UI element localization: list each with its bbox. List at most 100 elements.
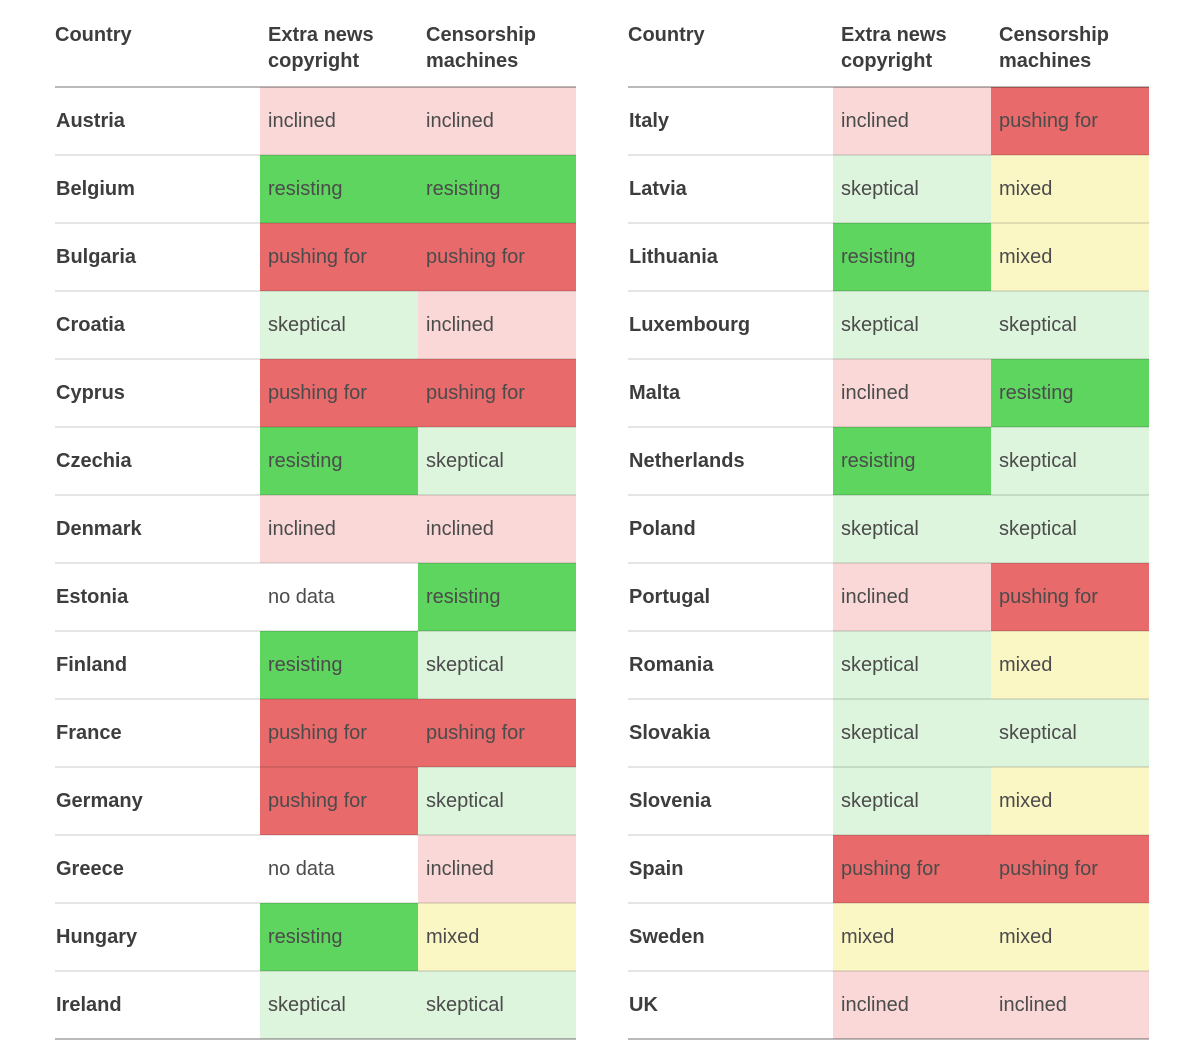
right-table-body: Italy inclined pushing for Latvia skeptical m… <box>628 87 1149 1040</box>
header-row: Country Extra news copyright Censorship … <box>628 22 1149 88</box>
country-cell: Malta <box>628 358 833 427</box>
table-row: Cyprus pushing for pushing for <box>55 358 576 427</box>
right-table-header: Country Extra news copyright Censorship … <box>628 22 1149 88</box>
column-header-country: Country <box>628 22 833 88</box>
right-country-status-table: Country Extra news copyright Censorship … <box>628 22 1149 1040</box>
copyright-status-cell: skeptical <box>260 290 418 359</box>
country-cell: Slovakia <box>628 698 833 767</box>
table-row: Slovakia skeptical skeptical <box>628 698 1149 767</box>
table-row: Germany pushing for skeptical <box>55 766 576 835</box>
copyright-status-cell: pushing for <box>260 222 418 291</box>
table-row: Latvia skeptical mixed <box>628 154 1149 223</box>
copyright-status-cell: resisting <box>260 426 418 495</box>
censorship-status-cell: pushing for <box>991 562 1149 631</box>
table-row: Ireland skeptical skeptical <box>55 970 576 1040</box>
country-cell: Croatia <box>55 290 260 359</box>
copyright-status-cell: pushing for <box>260 358 418 427</box>
country-cell: Netherlands <box>628 426 833 495</box>
country-cell: Lithuania <box>628 222 833 291</box>
table-row: Austria inclined inclined <box>55 87 576 155</box>
copyright-status-cell: skeptical <box>833 290 991 359</box>
copyright-status-cell: resisting <box>833 426 991 495</box>
censorship-status-cell: pushing for <box>418 698 576 767</box>
copyright-status-cell: pushing for <box>260 766 418 835</box>
censorship-status-cell: skeptical <box>991 290 1149 359</box>
country-cell: Belgium <box>55 154 260 223</box>
country-cell: Czechia <box>55 426 260 495</box>
censorship-status-cell: mixed <box>991 630 1149 699</box>
censorship-status-cell: skeptical <box>991 698 1149 767</box>
censorship-status-cell: skeptical <box>991 426 1149 495</box>
left-country-status-table: Country Extra news copyright Censorship … <box>55 22 576 1040</box>
country-cell: France <box>55 698 260 767</box>
censorship-status-cell: resisting <box>418 562 576 631</box>
country-cell: Austria <box>55 87 260 155</box>
country-cell: Hungary <box>55 902 260 971</box>
censorship-status-cell: skeptical <box>418 426 576 495</box>
censorship-status-cell: skeptical <box>418 766 576 835</box>
country-cell: Cyprus <box>55 358 260 427</box>
copyright-status-cell: resisting <box>833 222 991 291</box>
country-cell: Estonia <box>55 562 260 631</box>
country-cell: Ireland <box>55 970 260 1040</box>
copyright-status-cell: resisting <box>260 154 418 223</box>
table-row: Luxembourg skeptical skeptical <box>628 290 1149 359</box>
copyright-status-cell: pushing for <box>833 834 991 903</box>
country-cell: Luxembourg <box>628 290 833 359</box>
table-row: Spain pushing for pushing for <box>628 834 1149 903</box>
copyright-status-cell: resisting <box>260 630 418 699</box>
table-row: Netherlands resisting skeptical <box>628 426 1149 495</box>
copyright-status-cell: inclined <box>833 358 991 427</box>
table-row: Czechia resisting skeptical <box>55 426 576 495</box>
censorship-status-cell: inclined <box>418 494 576 563</box>
table-row: Finland resisting skeptical <box>55 630 576 699</box>
censorship-status-cell: mixed <box>991 222 1149 291</box>
copyright-status-cell: pushing for <box>260 698 418 767</box>
country-cell: Slovenia <box>628 766 833 835</box>
copyright-status-cell: inclined <box>833 970 991 1040</box>
copyright-status-cell: mixed <box>833 902 991 971</box>
country-cell: Germany <box>55 766 260 835</box>
table-row: France pushing for pushing for <box>55 698 576 767</box>
copyright-status-cell: no data <box>260 834 418 903</box>
table-row: Estonia no data resisting <box>55 562 576 631</box>
censorship-status-cell: mixed <box>991 154 1149 223</box>
copyright-status-cell: skeptical <box>833 766 991 835</box>
table-row: Poland skeptical skeptical <box>628 494 1149 563</box>
table-row: Sweden mixed mixed <box>628 902 1149 971</box>
table-row: Lithuania resisting mixed <box>628 222 1149 291</box>
table-row: Bulgaria pushing for pushing for <box>55 222 576 291</box>
copyright-status-cell: inclined <box>833 87 991 155</box>
table-row: Italy inclined pushing for <box>628 87 1149 155</box>
copyright-status-cell: skeptical <box>833 494 991 563</box>
copyright-status-cell: skeptical <box>833 630 991 699</box>
table-row: Malta inclined resisting <box>628 358 1149 427</box>
country-cell: Italy <box>628 87 833 155</box>
copyright-status-cell: resisting <box>260 902 418 971</box>
table-row: Hungary resisting mixed <box>55 902 576 971</box>
censorship-status-cell: skeptical <box>991 494 1149 563</box>
table-row: Denmark inclined inclined <box>55 494 576 563</box>
table-row: Belgium resisting resisting <box>55 154 576 223</box>
country-cell: Greece <box>55 834 260 903</box>
censorship-status-cell: resisting <box>418 154 576 223</box>
tables-wrap: Country Extra news copyright Censorship … <box>55 22 1200 1040</box>
table-row: Croatia skeptical inclined <box>55 290 576 359</box>
censorship-status-cell: resisting <box>991 358 1149 427</box>
country-cell: Spain <box>628 834 833 903</box>
censorship-status-cell: pushing for <box>991 87 1149 155</box>
country-cell: Portugal <box>628 562 833 631</box>
censorship-status-cell: mixed <box>991 902 1149 971</box>
censorship-status-cell: inclined <box>991 970 1149 1040</box>
column-header-country: Country <box>55 22 260 88</box>
country-cell: Romania <box>628 630 833 699</box>
table-row: Slovenia skeptical mixed <box>628 766 1149 835</box>
column-header-copyright: Extra news copyright <box>833 22 991 88</box>
censorship-status-cell: mixed <box>418 902 576 971</box>
copyright-status-cell: skeptical <box>833 698 991 767</box>
country-cell: Finland <box>55 630 260 699</box>
left-table-header: Country Extra news copyright Censorship … <box>55 22 576 88</box>
country-cell: Poland <box>628 494 833 563</box>
country-cell: Sweden <box>628 902 833 971</box>
column-header-copyright: Extra news copyright <box>260 22 418 88</box>
